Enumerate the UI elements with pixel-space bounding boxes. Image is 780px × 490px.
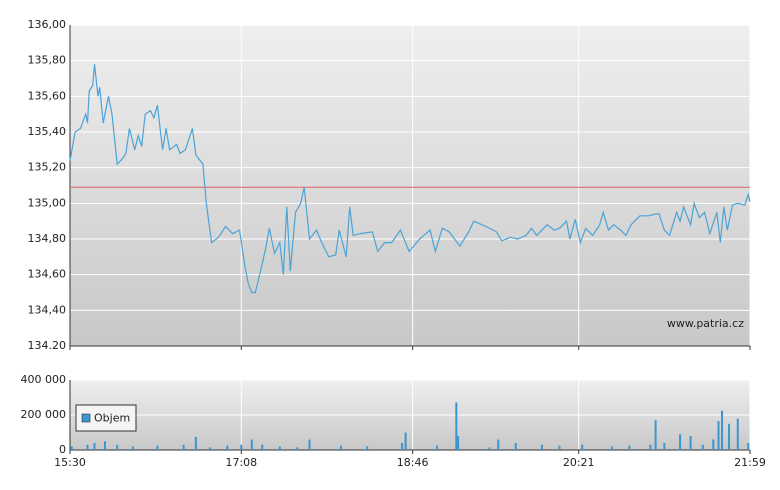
volume-bar bbox=[226, 445, 229, 450]
volume-bar bbox=[514, 443, 517, 450]
y-tick-label: 134,40 bbox=[28, 303, 67, 316]
y-tick-label: 135,00 bbox=[28, 196, 67, 209]
volume-bar bbox=[747, 443, 750, 450]
volume-bar bbox=[721, 410, 724, 450]
legend-label: Objem bbox=[94, 412, 130, 425]
volume-bar bbox=[131, 446, 134, 450]
volume-bar bbox=[156, 445, 159, 450]
volume-bar bbox=[540, 444, 543, 450]
volume-bar bbox=[116, 444, 119, 450]
volume-bar bbox=[455, 402, 458, 450]
volume-bar bbox=[654, 420, 657, 450]
volume-bar bbox=[457, 436, 460, 450]
volume-bar bbox=[628, 445, 631, 450]
volume-bar bbox=[240, 444, 243, 450]
y-tick-label: 200 000 bbox=[21, 408, 67, 421]
y-tick-label: 135,40 bbox=[28, 125, 67, 138]
volume-bar bbox=[250, 439, 253, 450]
volume-bar bbox=[581, 444, 584, 450]
volume-bar bbox=[679, 434, 682, 450]
volume-bar bbox=[728, 423, 731, 450]
y-tick-label: 135,80 bbox=[28, 54, 67, 67]
y-tick-label: 400 000 bbox=[21, 373, 67, 386]
volume-bar bbox=[497, 439, 500, 450]
y-tick-label: 134.20 bbox=[28, 339, 67, 352]
volume-bar bbox=[339, 445, 342, 450]
volume-bar bbox=[404, 432, 407, 450]
volume-bar bbox=[103, 441, 106, 450]
volume-bar bbox=[401, 443, 404, 450]
volume-bar bbox=[194, 436, 197, 450]
price-line bbox=[69, 64, 751, 294]
x-tick-label: 21:59 bbox=[734, 456, 766, 469]
y-tick-label: 135,20 bbox=[28, 161, 67, 174]
volume-bar bbox=[712, 439, 715, 450]
y-tick-label: 136,00 bbox=[28, 18, 67, 31]
x-tick-label: 20:21 bbox=[563, 456, 595, 469]
volume-bar bbox=[488, 447, 491, 450]
x-tick-label: 15:30 bbox=[54, 456, 86, 469]
volume-bar bbox=[86, 444, 89, 450]
plot-background bbox=[70, 25, 750, 346]
volume-bar bbox=[663, 443, 666, 450]
y-tick-label: 134,60 bbox=[28, 268, 67, 281]
y-tick-label: 0 bbox=[59, 443, 66, 456]
y-tick-label: 135,60 bbox=[28, 89, 67, 102]
volume-bar bbox=[208, 447, 211, 450]
volume-bar bbox=[717, 421, 720, 450]
volume-bar bbox=[182, 444, 185, 450]
legend-swatch bbox=[81, 413, 91, 423]
volume-bar bbox=[261, 444, 264, 450]
volume-bar bbox=[689, 436, 692, 450]
volume-bar bbox=[558, 445, 561, 450]
volume-bar bbox=[366, 446, 369, 450]
volume-bar bbox=[649, 444, 652, 450]
volume-bar bbox=[308, 439, 311, 450]
volume-bar bbox=[278, 446, 281, 450]
legend-box bbox=[75, 404, 137, 432]
x-tick-label: 17:08 bbox=[225, 456, 257, 469]
volume-bar bbox=[296, 447, 299, 450]
volume-bar bbox=[436, 445, 439, 450]
volume-bar bbox=[93, 443, 96, 450]
volume-bar bbox=[610, 446, 613, 450]
volume-bar bbox=[70, 446, 73, 450]
watermark: www.patria.cz bbox=[667, 317, 744, 330]
x-tick-label: 18:46 bbox=[397, 456, 429, 469]
volume-bar bbox=[736, 418, 739, 450]
volume-bar bbox=[701, 444, 704, 450]
y-tick-label: 134,80 bbox=[28, 232, 67, 245]
